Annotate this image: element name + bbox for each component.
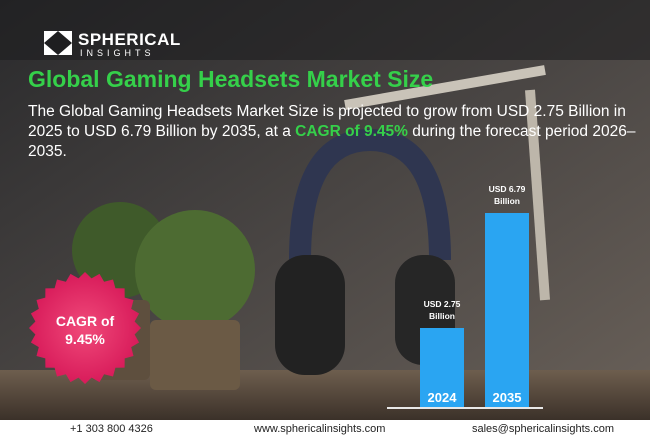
badge-text: CAGR of 9.45% <box>35 312 135 348</box>
x-tick-label: 2024 <box>427 390 457 405</box>
description: The Global Gaming Headsets Market Size i… <box>28 102 638 162</box>
chart-title: Global Gaming Headsets Market Size <box>28 66 434 92</box>
logo-name: SPHERICAL <box>78 30 181 49</box>
footer-phone: +1 303 800 4326 <box>70 423 153 435</box>
badge-line: CAGR of <box>55 313 115 329</box>
logo-sub: INSIGHTS <box>80 48 155 58</box>
bar <box>485 213 529 407</box>
footer-website: www.sphericalinsights.com <box>254 423 386 435</box>
footer-email: sales@sphericalinsights.com <box>472 423 615 435</box>
badge-shape <box>29 272 141 384</box>
badge-line: 9.45% <box>65 331 105 347</box>
value-label: USD 6.79 Billion <box>488 184 526 206</box>
bar <box>420 328 464 407</box>
description-text: The Global Gaming Headsets Market Size i… <box>28 103 626 140</box>
footer <box>0 420 650 440</box>
description-text: during the forecast period 2026–2035. <box>28 123 636 160</box>
description-highlight: CAGR of 9.45% <box>295 123 408 140</box>
x-tick-label: 2035 <box>492 390 522 405</box>
value-label: USD 2.75 Billion <box>423 299 461 322</box>
